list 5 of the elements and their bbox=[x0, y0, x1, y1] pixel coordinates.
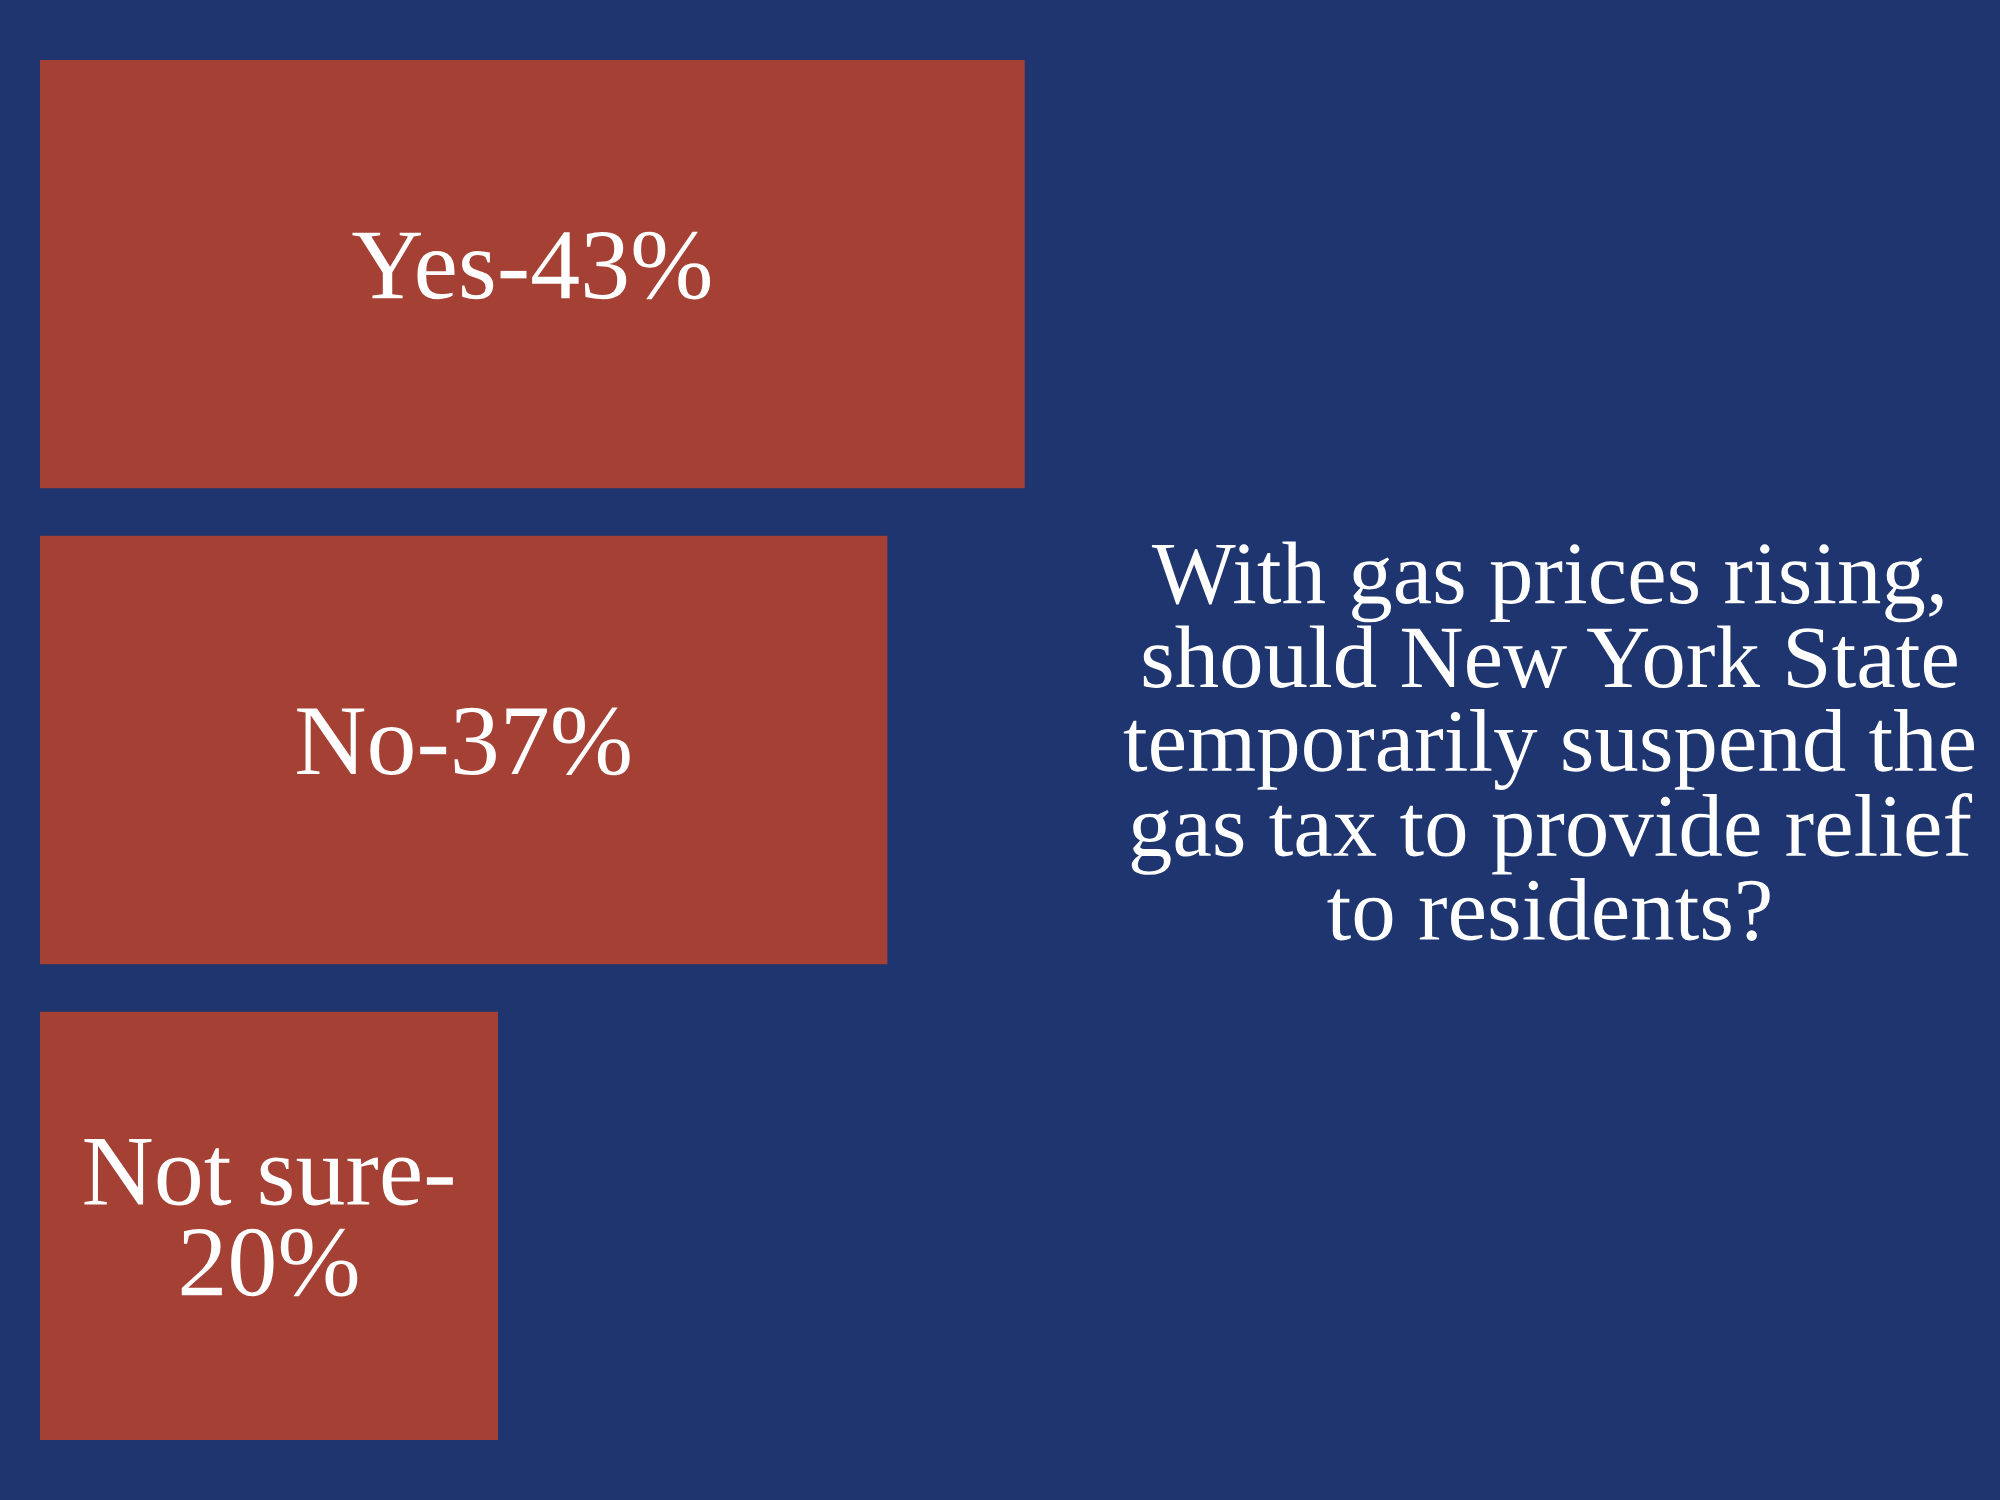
text: With gas prices rising, should New York State temporarily suspend the gas tax to provide relief to residents? bbox=[1123, 541, 1974, 941]
data-label: 20% bbox=[181, 1228, 358, 1297]
y-tick-label: Not sure- bbox=[84, 1139, 453, 1206]
category-label: Yes-43% bbox=[352, 231, 711, 300]
category-label: No-37% bbox=[297, 707, 630, 776]
